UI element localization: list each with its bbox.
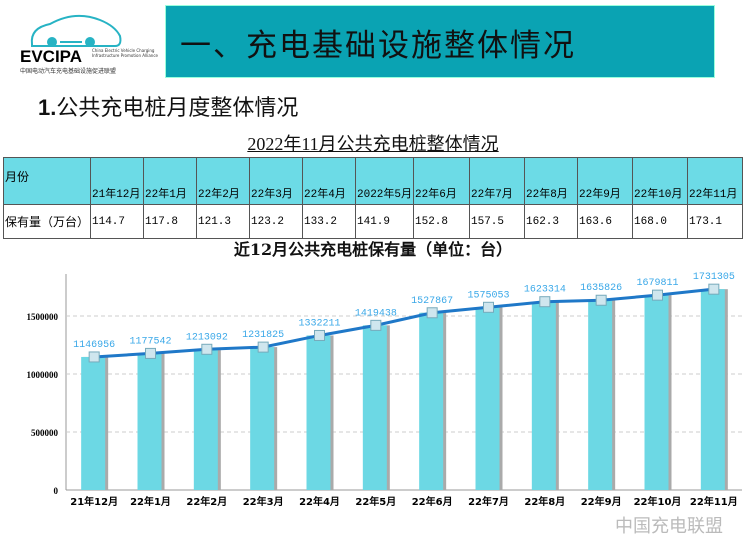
data-table: 月份 21年12月 22年1月 22年2月 22年3月 22年4月 2022年5月 22年6月… xyxy=(3,157,743,239)
x-tick-label: 22年4月 xyxy=(299,495,340,508)
value-cell: 141.9 xyxy=(355,204,414,239)
x-tick-label: 22年10月 xyxy=(634,495,682,508)
logo-en: China Electric Vehicle Charging Infrastr… xyxy=(92,48,158,58)
value-cell: 121.3 xyxy=(196,204,250,239)
line-marker xyxy=(370,319,382,331)
month-header: 22年3月 xyxy=(249,157,303,205)
x-tick-label: 22年6月 xyxy=(412,495,453,508)
logo-cn: 中国电动汽车充电基础设施促进联盟 xyxy=(20,68,117,75)
line-marker xyxy=(539,296,551,308)
data-label: 1679811 xyxy=(636,278,678,289)
y-tick-label: 1000000 xyxy=(27,370,59,380)
x-tick-label: 22年7月 xyxy=(468,495,509,508)
month-header: 22年1月 xyxy=(143,157,197,205)
bar xyxy=(475,307,500,490)
value-cell: 117.8 xyxy=(143,204,197,239)
month-header: 2022年5月 xyxy=(355,157,414,205)
line-marker xyxy=(145,347,156,359)
value-cell: 152.8 xyxy=(413,204,470,239)
data-label: 1231825 xyxy=(242,330,284,341)
data-label: 1332211 xyxy=(298,318,340,329)
bar xyxy=(700,289,725,490)
line-marker xyxy=(314,329,325,341)
line-marker xyxy=(426,307,438,319)
month-header: 22年11月 xyxy=(687,157,743,205)
data-label: 1146956 xyxy=(73,340,115,351)
bar xyxy=(531,301,556,490)
x-tick-label: 22年5月 xyxy=(355,495,396,508)
header-row: 月份 21年12月 22年1月 22年2月 22年3月 22年4月 2022年5月 22年6月… xyxy=(3,157,743,205)
value-cell: 163.6 xyxy=(577,204,633,239)
bar xyxy=(81,356,106,490)
value-cell: 114.7 xyxy=(90,204,144,239)
line-marker xyxy=(652,289,663,301)
y-tick-label: 1500000 xyxy=(27,312,59,322)
month-header: 21年12月 xyxy=(90,157,144,205)
month-header: 22年4月 xyxy=(302,157,356,205)
data-label: 1419438 xyxy=(355,308,397,319)
line-marker xyxy=(708,283,720,295)
bar xyxy=(362,325,387,490)
row-label: 保有量（万台） xyxy=(3,204,91,239)
y-tick-label: 0 xyxy=(54,486,59,496)
x-tick-label: 22年9月 xyxy=(581,495,622,508)
line-marker xyxy=(595,294,607,306)
line-marker xyxy=(257,341,269,353)
chart-title: 近12月公共充电桩保有量（单位：台） xyxy=(233,240,513,259)
month-header: 22年8月 xyxy=(524,157,578,205)
data-label: 1177542 xyxy=(129,336,171,347)
line-marker xyxy=(483,301,494,313)
value-cell: 168.0 xyxy=(632,204,688,239)
bar xyxy=(193,349,218,490)
month-header: 22年9月 xyxy=(577,157,633,205)
data-label: 1575053 xyxy=(467,290,509,301)
bar xyxy=(588,300,613,490)
x-tick-label: 22年1月 xyxy=(130,495,171,508)
value-cell: 123.2 xyxy=(249,204,303,239)
value-cell: 133.2 xyxy=(302,204,356,239)
subheading-number: 1. xyxy=(38,95,57,120)
bar xyxy=(644,295,669,490)
data-label: 1731305 xyxy=(693,272,735,283)
x-tick-label: 22年8月 xyxy=(524,495,565,508)
value-cell: 173.1 xyxy=(687,204,743,239)
data-label: 1623314 xyxy=(524,285,566,296)
line-marker xyxy=(88,351,100,363)
value-cell: 157.5 xyxy=(469,204,525,239)
month-header: 22年6月 xyxy=(413,157,470,205)
header-label: 月份 xyxy=(3,157,91,205)
x-tick-label: 22年2月 xyxy=(186,495,227,508)
data-label: 1527867 xyxy=(411,296,453,307)
data-row: 保有量（万台） 114.7 117.8 121.3 123.2 133.2 141.9 152… xyxy=(3,204,743,239)
subheading: 1.公共充电桩月度整体情况 xyxy=(38,90,298,122)
trend-line xyxy=(94,287,714,359)
x-tick-label: 21年12月 xyxy=(70,495,118,508)
section-title: 一、充电基础设施整体情况 xyxy=(180,28,576,64)
table-title: 2022年11月公共充电桩整体情况 xyxy=(247,134,499,154)
bar xyxy=(306,335,331,490)
x-tick-label: 22年3月 xyxy=(243,495,284,508)
car-plug-icon xyxy=(30,14,122,47)
month-header: 22年10月 xyxy=(632,157,688,205)
x-tick-label: 22年11月 xyxy=(690,495,738,508)
line-marker xyxy=(201,343,213,355)
y-tick-label: 500000 xyxy=(31,428,59,438)
bar xyxy=(137,353,162,490)
evcipa-logo: EVCIPA China Electric Vehicle Charging I… xyxy=(20,6,160,78)
data-label: 1213092 xyxy=(186,332,228,343)
section-banner: 一、充电基础设施整体情况 xyxy=(165,5,715,78)
data-label: 1635826 xyxy=(580,283,622,294)
month-header: 22年7月 xyxy=(469,157,525,205)
bar xyxy=(419,312,444,490)
bar-line-chart: 0 500000 1000000 1500000 1146956 21年12月 117754… xyxy=(27,272,742,508)
logo-text: EVCIPA xyxy=(20,47,83,66)
watermark: 中国充电联盟 xyxy=(615,516,723,537)
bar xyxy=(250,347,275,490)
subheading-text: 公共充电桩月度整体情况 xyxy=(56,96,299,121)
value-cell: 162.3 xyxy=(524,204,578,239)
month-header: 22年2月 xyxy=(196,157,250,205)
